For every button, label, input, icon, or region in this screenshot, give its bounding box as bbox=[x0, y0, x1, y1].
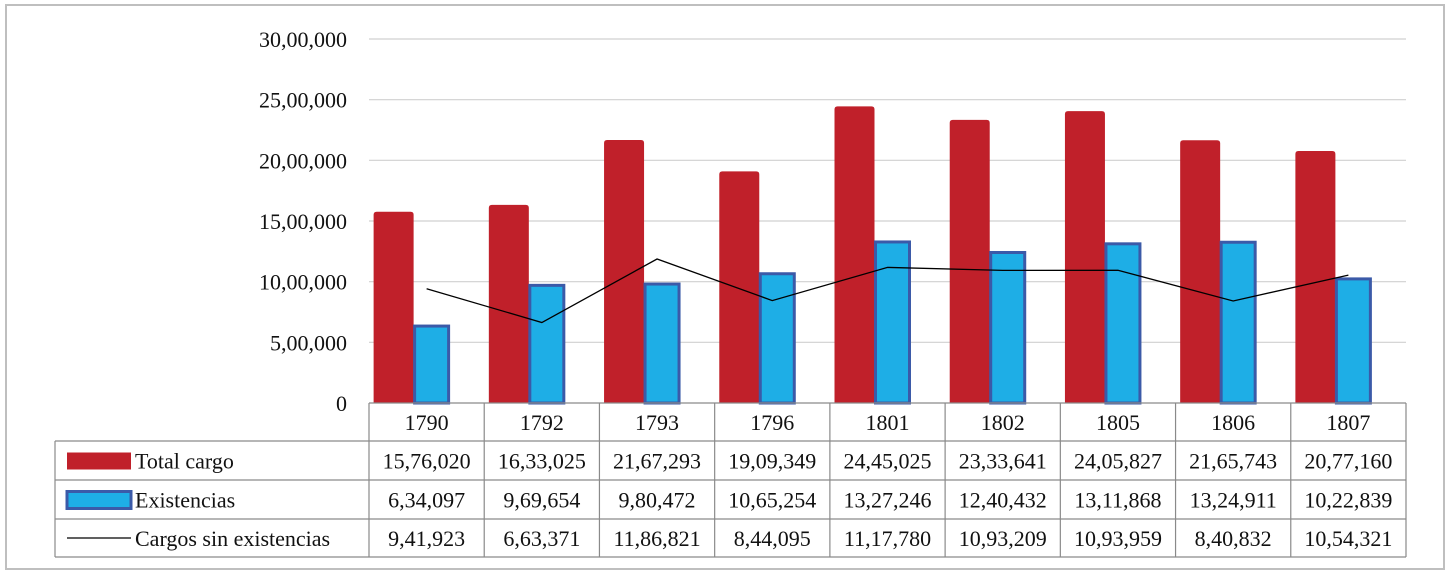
x-category-label: 1792 bbox=[520, 410, 564, 435]
data-label: 9,41,923 bbox=[388, 526, 465, 551]
bar-existencias bbox=[1219, 240, 1257, 405]
data-label: 10,93,209 bbox=[959, 526, 1047, 551]
bar-existencias bbox=[643, 282, 681, 405]
data-label: 10,65,254 bbox=[728, 488, 816, 513]
data-label: 15,76,020 bbox=[383, 449, 471, 474]
data-label: 11,86,821 bbox=[613, 526, 700, 551]
bar-existencias bbox=[1334, 277, 1372, 405]
data-label: 21,65,743 bbox=[1189, 449, 1277, 474]
data-label: 9,69,654 bbox=[503, 488, 580, 513]
y-tick-label: 15,00,000 bbox=[259, 209, 347, 234]
data-label: 10,93,959 bbox=[1074, 526, 1162, 551]
bar-existencias bbox=[413, 324, 451, 405]
bar-total-cargo bbox=[1180, 140, 1221, 403]
y-tick-label: 0 bbox=[336, 391, 347, 416]
x-category-label: 1805 bbox=[1096, 410, 1140, 435]
legend-label: Total cargo bbox=[135, 449, 234, 474]
legend-label: Cargos sin existencias bbox=[135, 526, 330, 551]
chart-svg: 0 5,00,000 10,00,000 15,00,000 20,00,000 25,0… bbox=[54, 27, 1407, 558]
y-tick-label: 20,00,000 bbox=[259, 148, 347, 173]
bar-total-cargo bbox=[834, 106, 875, 403]
data-label: 13,11,868 bbox=[1074, 488, 1161, 513]
x-category-label: 1793 bbox=[635, 410, 679, 435]
data-label: 20,77,160 bbox=[1304, 449, 1392, 474]
y-axis-tick-labels: 0 5,00,000 10,00,000 15,00,000 20,00,000 25,0… bbox=[259, 27, 347, 416]
y-tick-label: 25,00,000 bbox=[259, 88, 347, 113]
bar-total-cargo bbox=[1064, 111, 1105, 403]
x-category-label: 1796 bbox=[750, 410, 794, 435]
data-label: 8,40,832 bbox=[1195, 526, 1272, 551]
data-label: 10,22,839 bbox=[1304, 488, 1392, 513]
data-label: 8,44,095 bbox=[734, 526, 811, 551]
data-label: 13,27,246 bbox=[844, 488, 932, 513]
data-label: 6,34,097 bbox=[388, 488, 465, 513]
x-category-label: 1790 bbox=[405, 410, 449, 435]
data-label: 10,54,321 bbox=[1304, 526, 1392, 551]
y-tick-label: 10,00,000 bbox=[259, 270, 347, 295]
data-label: 12,40,432 bbox=[959, 488, 1047, 513]
data-label: 11,17,780 bbox=[844, 526, 931, 551]
legend-key bbox=[67, 452, 131, 470]
bar-existencias bbox=[758, 272, 796, 405]
bar-total-cargo bbox=[604, 140, 645, 404]
bar-total-cargo bbox=[488, 204, 529, 403]
line-series bbox=[426, 258, 1349, 324]
x-category-label: 1806 bbox=[1211, 410, 1255, 435]
legend-label: Existencias bbox=[135, 488, 235, 513]
data-label: 19,09,349 bbox=[728, 449, 816, 474]
data-table: 1790 1792 1793 1796 1801 1802 1805 1806 1807 Tota… bbox=[54, 402, 1407, 558]
x-category-label: 1801 bbox=[866, 410, 910, 435]
data-label: 21,67,293 bbox=[613, 449, 701, 474]
data-label: 24,05,827 bbox=[1074, 449, 1162, 474]
legend-key bbox=[65, 490, 133, 510]
bar-total-cargo bbox=[1295, 150, 1336, 403]
data-label: 13,24,911 bbox=[1190, 488, 1277, 513]
data-label: 23,33,641 bbox=[959, 449, 1047, 474]
data-label: 16,33,025 bbox=[498, 449, 586, 474]
data-label: 24,45,025 bbox=[844, 449, 932, 474]
bar-existencias bbox=[874, 240, 911, 405]
data-label: 9,80,472 bbox=[619, 488, 696, 513]
bar-total-cargo bbox=[949, 119, 990, 403]
x-category-label: 1802 bbox=[981, 410, 1025, 435]
line-cargos-sin-existencias bbox=[426, 258, 1349, 324]
x-category-label: 1807 bbox=[1326, 410, 1370, 435]
bar-total-cargo bbox=[719, 171, 760, 403]
bars bbox=[373, 106, 1372, 405]
data-label: 6,63,371 bbox=[503, 526, 580, 551]
y-tick-label: 5,00,000 bbox=[270, 330, 347, 355]
bar-existencias bbox=[989, 250, 1027, 405]
bar-total-cargo bbox=[373, 211, 414, 403]
bar-existencias bbox=[1104, 242, 1142, 405]
bar-existencias bbox=[528, 283, 566, 405]
chart-frame: 0 5,00,000 10,00,000 15,00,000 20,00,000 25,0… bbox=[5, 4, 1445, 570]
y-tick-label: 30,00,000 bbox=[259, 27, 347, 52]
